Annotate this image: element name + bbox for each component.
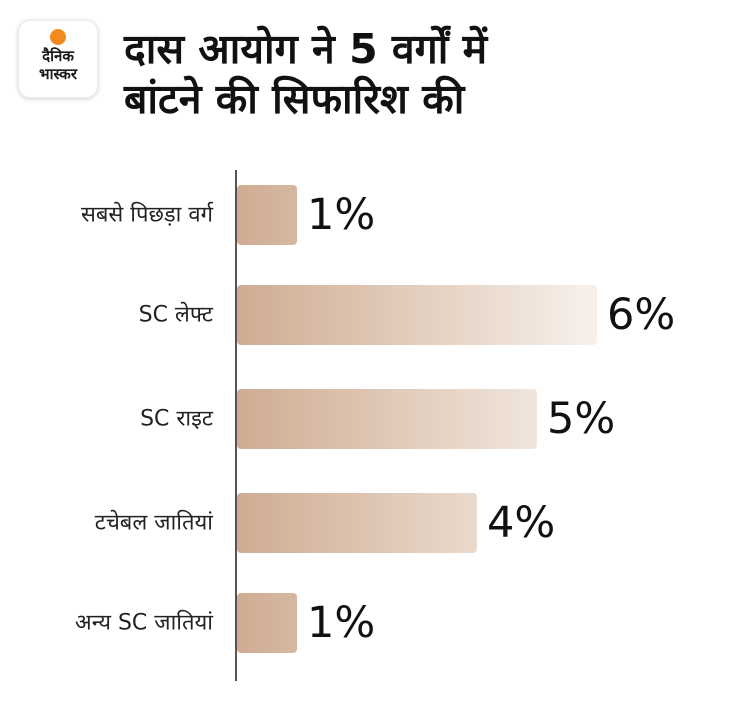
dainik-bhaskar-logo: दैनिक भास्कर [18, 20, 98, 98]
chart-title-line-2: बांटने की सिफारिश की [124, 75, 465, 123]
value-label: 5% [547, 394, 615, 444]
category-label: SC राइट [140, 407, 214, 432]
logo-text-line-1: दैनिक [42, 47, 74, 65]
bar [237, 185, 297, 245]
category-label: SC लेफ्ट [139, 302, 214, 328]
sun-icon [50, 29, 66, 45]
chart-title-line-1: दास आयोग ने 5 वर्गों में [124, 25, 488, 73]
bar [237, 285, 597, 345]
category-label: सबसे पिछड़ा वर्ग [81, 202, 214, 228]
category-label: अन्य SC जातियां [75, 610, 213, 636]
bar [237, 593, 297, 653]
chart-title: दास आयोग ने 5 वर्गों में बांटने की सिफार… [124, 24, 714, 124]
logo-text-line-2: भास्कर [39, 65, 77, 83]
bar [237, 493, 477, 553]
value-label: 4% [487, 498, 555, 548]
bar [237, 389, 537, 449]
category-label: टचेबल जातियां [95, 510, 214, 536]
value-label: 6% [607, 290, 675, 340]
value-label: 1% [307, 190, 375, 240]
value-label: 1% [307, 598, 375, 648]
